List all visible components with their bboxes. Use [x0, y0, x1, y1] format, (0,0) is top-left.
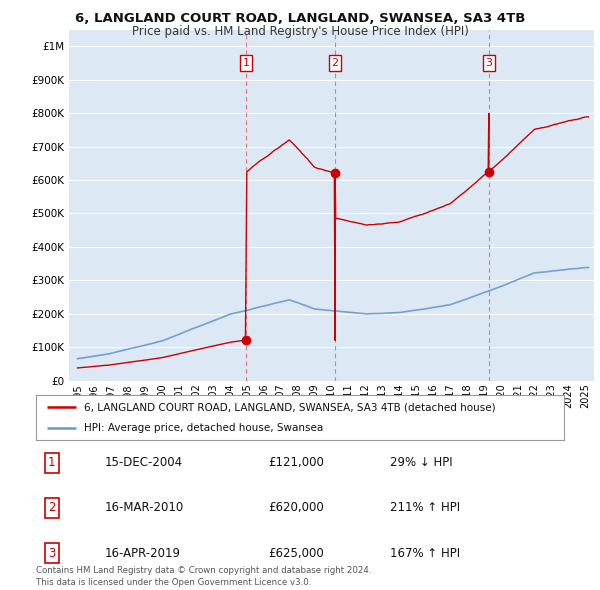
Text: 2: 2: [331, 58, 338, 68]
Text: £625,000: £625,000: [268, 547, 324, 560]
Text: 3: 3: [485, 58, 493, 68]
Bar: [246, 30, 489, 381]
Text: HPI: Average price, detached house, Swansea: HPI: Average price, detached house, Swan…: [83, 422, 323, 432]
Text: 16-MAR-2010: 16-MAR-2010: [104, 502, 184, 514]
Text: 29% ↓ HPI: 29% ↓ HPI: [390, 456, 452, 469]
Text: 6, LANGLAND COURT ROAD, LANGLAND, SWANSEA, SA3 4TB: 6, LANGLAND COURT ROAD, LANGLAND, SWANSE…: [75, 12, 525, 25]
Text: 167% ↑ HPI: 167% ↑ HPI: [390, 547, 460, 560]
Text: £620,000: £620,000: [268, 502, 324, 514]
Text: 6, LANGLAND COURT ROAD, LANGLAND, SWANSEA, SA3 4TB (detached house): 6, LANGLAND COURT ROAD, LANGLAND, SWANSE…: [83, 402, 495, 412]
Text: £121,000: £121,000: [268, 456, 324, 469]
Text: 211% ↑ HPI: 211% ↑ HPI: [390, 502, 460, 514]
Text: Price paid vs. HM Land Registry's House Price Index (HPI): Price paid vs. HM Land Registry's House …: [131, 25, 469, 38]
Text: 3: 3: [48, 547, 56, 560]
Text: 15-DEC-2004: 15-DEC-2004: [104, 456, 183, 469]
Text: 1: 1: [48, 456, 56, 469]
Text: 1: 1: [242, 58, 250, 68]
Text: 2: 2: [48, 502, 56, 514]
Text: Contains HM Land Registry data © Crown copyright and database right 2024.
This d: Contains HM Land Registry data © Crown c…: [36, 566, 371, 587]
Text: 16-APR-2019: 16-APR-2019: [104, 547, 181, 560]
